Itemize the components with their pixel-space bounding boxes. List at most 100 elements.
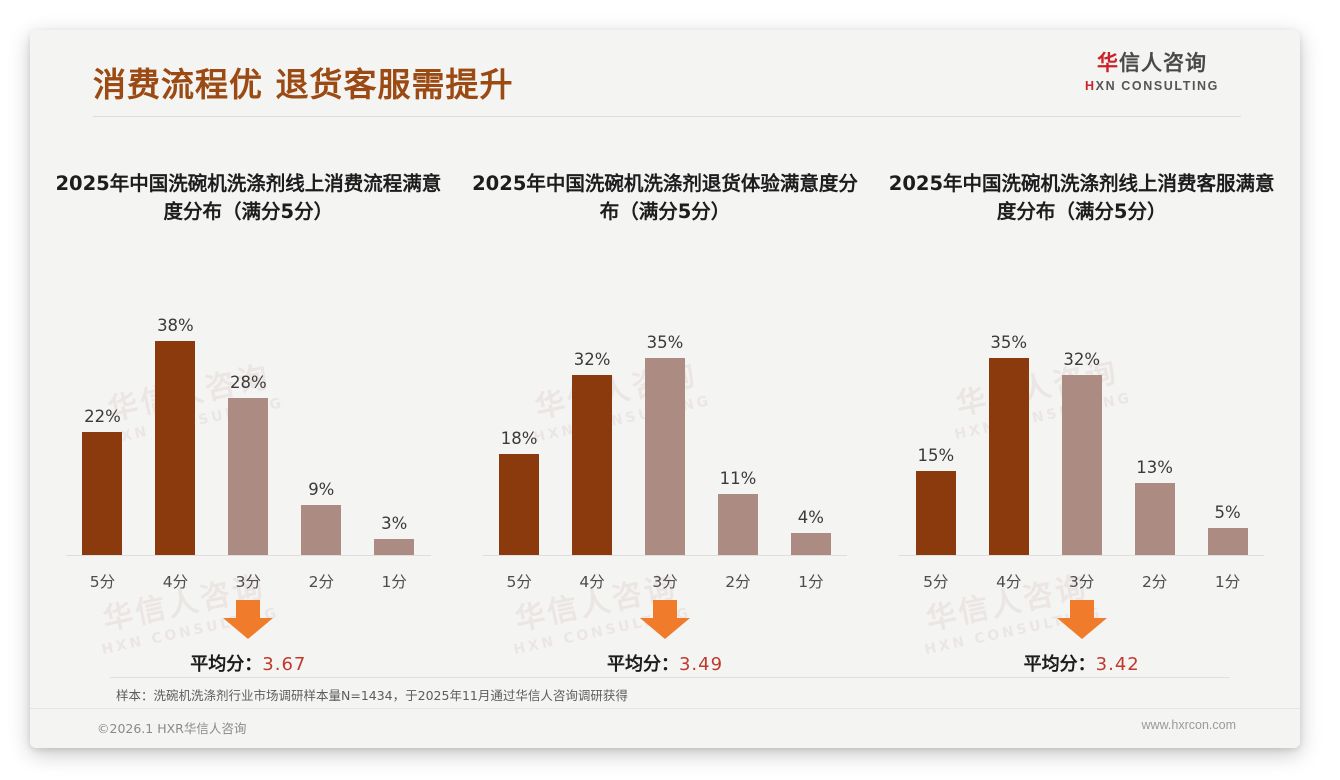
x-axis-labels: 5分 4分 3分 2分 1分: [66, 570, 431, 596]
average-score: 平均分：3.49: [457, 650, 874, 676]
bar-slot: 9%: [285, 308, 358, 556]
bar-slot: 5%: [1191, 308, 1264, 556]
x-axis-label: 1分: [1214, 573, 1241, 591]
x-axis-label: 4分: [162, 573, 189, 591]
bar-slot: 32%: [556, 308, 629, 556]
bar-group: 22% 38% 28% 9% 3%: [66, 308, 431, 556]
bar: [301, 505, 342, 556]
bar: [915, 471, 956, 556]
bar-slot: 35%: [629, 308, 702, 556]
bar-slot: 38%: [139, 308, 212, 556]
bar-slot: 35%: [972, 308, 1045, 556]
footnote-divider: [110, 677, 1230, 678]
bar: [499, 454, 540, 556]
bar-slot: 28%: [212, 308, 285, 556]
chart-title: 2025年中国洗碗机洗涤剂线上消费客服满意度分布（满分5分）: [888, 172, 1275, 224]
sample-footnote: 样本：洗碗机洗涤剂行业市场调研样本量N=1434，于2025年11月通过华信人咨…: [116, 688, 628, 703]
bar-slot: 3%: [358, 308, 431, 556]
x-axis-label: 3分: [652, 573, 678, 591]
bar-slot: 15%: [899, 308, 972, 556]
chart-panel-3: 华信人咨询 HXN CONSULTING 华信人咨询 HXN CONSULTIN…: [873, 138, 1290, 675]
bar: [645, 358, 686, 556]
logo-chinese: 华信人咨询: [1062, 51, 1242, 75]
bar-slot: 4%: [774, 308, 847, 556]
logo-chinese-red: 华: [1097, 51, 1119, 75]
bar: [790, 533, 831, 556]
bar-slot: 11%: [701, 308, 774, 556]
bar-value-label: 22%: [84, 407, 121, 426]
slide-card: 消费流程优 退货客服需提升 华信人咨询 HXN CONSULTING 华信人咨询…: [30, 30, 1300, 748]
logo-english: HXN CONSULTING: [1062, 79, 1242, 93]
bar-slot: 32%: [1045, 308, 1118, 556]
brand-logo: 华信人咨询 HXN CONSULTING: [1062, 51, 1242, 93]
bar-slot: 22%: [66, 308, 139, 556]
bar-group: 18% 32% 35% 11% 4%: [483, 308, 848, 556]
x-axis-labels: 5分 4分 3分 2分 1分: [483, 570, 848, 596]
bar-value-label: 3%: [381, 514, 408, 533]
copyright-text: ©2026.1 HXR华信人咨询: [97, 721, 247, 736]
x-axis-label: 2分: [1141, 573, 1168, 591]
average-value: 3.49: [678, 654, 724, 675]
average-score: 平均分：3.67: [40, 650, 457, 676]
logo-english-red: H: [1085, 79, 1096, 94]
bar: [82, 432, 123, 556]
logo-chinese-rest: 信人咨询: [1119, 51, 1207, 75]
bar: [988, 358, 1029, 556]
bar-value-label: 28%: [230, 373, 267, 392]
bar: [1207, 528, 1248, 556]
chart-title: 2025年中国洗碗机洗涤剂线上消费流程满意度分布（满分5分）: [55, 172, 442, 224]
x-axis-label: 5分: [89, 573, 116, 591]
chart-panel-2: 华信人咨询 HXN CONSULTING 华信人咨询 HXN CONSULTIN…: [457, 138, 874, 675]
average-score: 平均分：3.42: [873, 650, 1290, 676]
chart-plot-area: 22% 38% 28% 9% 3% 5分 4分 3分 2分 1分: [66, 288, 431, 591]
average-value: 3.42: [1095, 654, 1140, 675]
bar-group: 15% 35% 32% 13% 5%: [899, 308, 1264, 556]
page-title: 消费流程优 退货客服需提升: [93, 65, 514, 104]
bar-value-label: 38%: [157, 316, 194, 335]
bar-value-label: 5%: [1214, 503, 1241, 522]
bar: [1061, 375, 1102, 556]
bar-slot: 18%: [483, 308, 556, 556]
bar-value-label: 35%: [646, 333, 684, 352]
charts-row: 华信人咨询 HXN CONSULTING 华信人咨询 HXN CONSULTIN…: [40, 138, 1290, 675]
average-arrow-wrap: [873, 600, 1290, 640]
x-axis-label: 3分: [1069, 573, 1095, 591]
bar-value-label: 11%: [719, 469, 757, 488]
down-arrow-icon: [640, 600, 690, 639]
x-axis-label: 2分: [725, 573, 751, 591]
average-label: 平均分：: [606, 654, 679, 675]
average-label: 平均分：: [190, 654, 263, 675]
x-axis-label: 5分: [923, 573, 949, 591]
bar: [155, 341, 196, 556]
bar: [228, 398, 269, 556]
chart-plot-area: 15% 35% 32% 13% 5% 5分 4分 3分 2分 1分: [899, 288, 1265, 591]
down-arrow-icon: [223, 600, 274, 639]
x-axis-labels: 5分 4分 3分 2分 1分: [899, 570, 1264, 596]
average-label: 平均分：: [1023, 654, 1096, 675]
bar: [717, 494, 758, 556]
bar: [1134, 483, 1175, 556]
bar-value-label: 32%: [573, 350, 611, 369]
bar-value-label: 32%: [1063, 350, 1101, 369]
chart-plot-area: 18% 32% 35% 11% 4% 5分 4分 3分 2分 1分: [482, 288, 848, 591]
logo-english-rest: XN CONSULTING: [1095, 79, 1219, 94]
average-arrow-wrap: [457, 600, 874, 640]
x-axis-label: 4分: [579, 573, 605, 591]
bar-slot: 13%: [1118, 308, 1191, 556]
x-axis-label: 1分: [798, 573, 824, 591]
x-axis-label: 4分: [996, 573, 1022, 591]
average-value: 3.67: [262, 654, 307, 675]
bar-value-label: 9%: [308, 480, 335, 499]
chart-baseline: [482, 555, 848, 556]
x-axis-label: 2分: [308, 573, 334, 591]
chart-panel-1: 华信人咨询 HXN CONSULTING 华信人咨询 HXN CONSULTIN…: [40, 138, 457, 675]
header-divider: [93, 116, 1241, 117]
slide-header: 消费流程优 退货客服需提升 华信人咨询 HXN CONSULTING: [30, 30, 1300, 120]
x-axis-label: 5分: [506, 573, 532, 591]
bar: [572, 375, 613, 556]
average-arrow-wrap: [40, 600, 457, 640]
bar-value-label: 35%: [990, 333, 1028, 352]
down-arrow-icon: [1056, 600, 1107, 639]
bar-value-label: 13%: [1136, 458, 1173, 477]
website-link[interactable]: www.hxrcon.com: [1141, 718, 1236, 732]
